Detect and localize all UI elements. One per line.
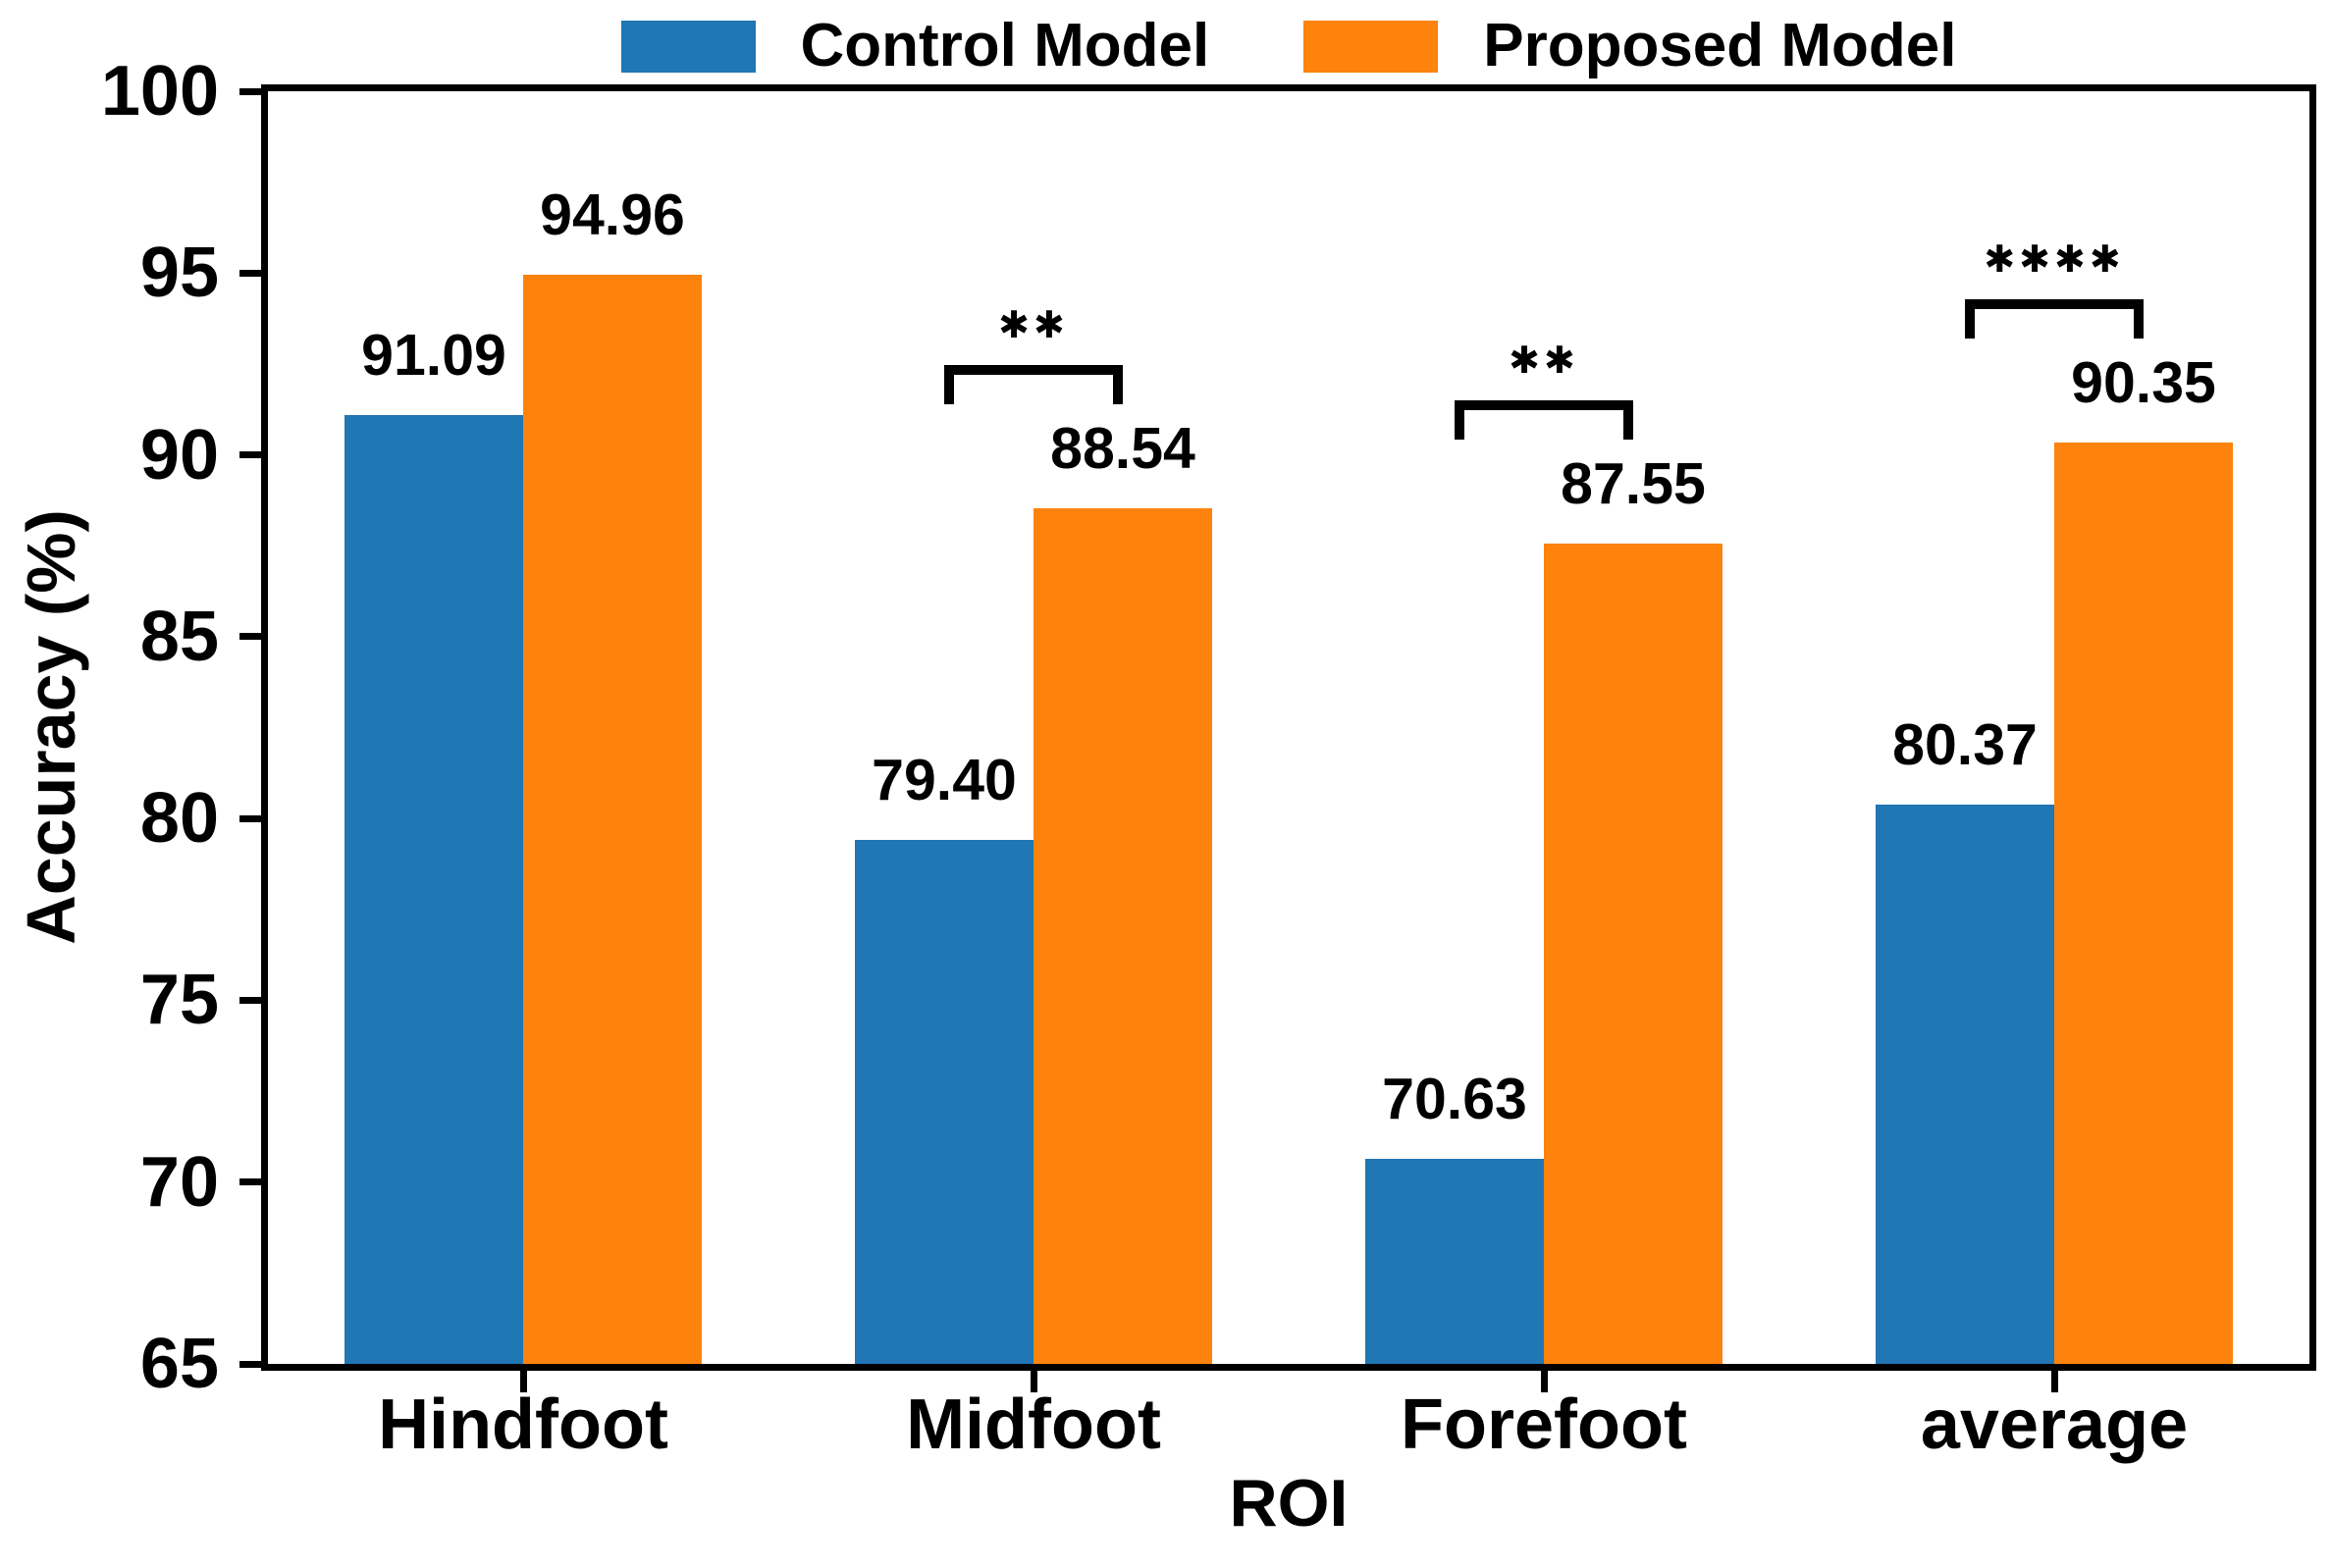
y-tick-mark-85 [239, 633, 261, 641]
significance-stars-average: ✱✱✱✱ [1984, 236, 2125, 281]
x-tick-mark-hindfoot [519, 1371, 527, 1392]
bar-proposed-forefoot [1544, 544, 1722, 1364]
blue-square-swatch-icon [620, 20, 756, 73]
value-label-proposed-average: 90.35 [2071, 349, 2216, 415]
legend-label-proposed-model: Proposed Model [1483, 12, 1957, 79]
x-tick-mark-midfoot [1030, 1371, 1037, 1392]
y-tick-label-90: 90 [139, 415, 219, 495]
value-label-proposed-forefoot: 87.55 [1561, 451, 1706, 517]
y-tick-label-95: 95 [139, 234, 219, 313]
legend-item-proposed-model: Proposed Model [1303, 16, 1956, 77]
legend-label-control-model: Control Model [800, 12, 1210, 79]
value-label-control-forefoot: 70.63 [1382, 1067, 1527, 1132]
x-tick-mark-forefoot [1540, 1371, 1548, 1392]
value-label-proposed-hindfoot: 94.96 [540, 182, 685, 247]
y-tick-label-85: 85 [139, 597, 219, 676]
orange-square-swatch-icon [1303, 20, 1439, 73]
bar-proposed-hindfoot [523, 274, 702, 1364]
significance-stars-forefoot: ✱✱ [1509, 339, 1579, 383]
significance-bracket-average [1965, 298, 2144, 339]
legend-item-control-model: Control Model [620, 12, 1210, 79]
y-tick-mark-75 [239, 996, 261, 1004]
bar-control-average [1876, 805, 2054, 1364]
plot-area: 65 70 75 80 85 90 95 100 Hindfoot 91.09 94.96 Midfo… [101, 56, 2316, 1460]
value-label-control-average: 80.37 [1892, 712, 2038, 778]
y-tick-mark-100 [239, 87, 261, 95]
y-tick-label-75: 75 [139, 961, 219, 1040]
y-tick-mark-65 [239, 1360, 261, 1368]
y-tick-mark-80 [239, 814, 261, 822]
y-tick-label-80: 80 [139, 779, 219, 859]
y-tick-label-70: 70 [139, 1142, 219, 1222]
bar-proposed-average [2054, 442, 2233, 1364]
significance-stars-midfoot: ✱✱ [998, 302, 1069, 346]
legend: Control Model Proposed Model [263, 16, 2314, 77]
y-axis-title: Accuracy (%) [13, 509, 89, 945]
x-tick-mark-average [2050, 1371, 2058, 1392]
significance-bracket-midfoot [944, 364, 1123, 404]
value-label-proposed-midfoot: 88.54 [1050, 415, 1195, 481]
x-tick-label-hindfoot: Hindfoot [378, 1385, 668, 1464]
y-tick-mark-95 [239, 269, 261, 277]
x-tick-label-forefoot: Forefoot [1401, 1385, 1687, 1464]
y-tick-mark-90 [239, 451, 261, 459]
x-axis-title: ROI [1229, 1466, 1349, 1541]
bar-control-hindfoot [344, 415, 523, 1364]
value-label-control-hindfoot: 91.09 [361, 323, 506, 389]
bar-proposed-midfoot [1034, 507, 1212, 1364]
value-label-control-midfoot: 79.40 [872, 748, 1017, 813]
bar-control-forefoot [1365, 1159, 1544, 1364]
x-tick-label-midfoot: Midfoot [906, 1385, 1161, 1464]
y-tick-label-100: 100 [100, 52, 219, 131]
significance-bracket-forefoot [1455, 400, 1633, 441]
y-tick-mark-70 [239, 1178, 261, 1186]
y-tick-label-65: 65 [139, 1325, 219, 1403]
bar-control-midfoot [855, 840, 1034, 1364]
x-tick-label-average: average [1920, 1385, 2189, 1464]
